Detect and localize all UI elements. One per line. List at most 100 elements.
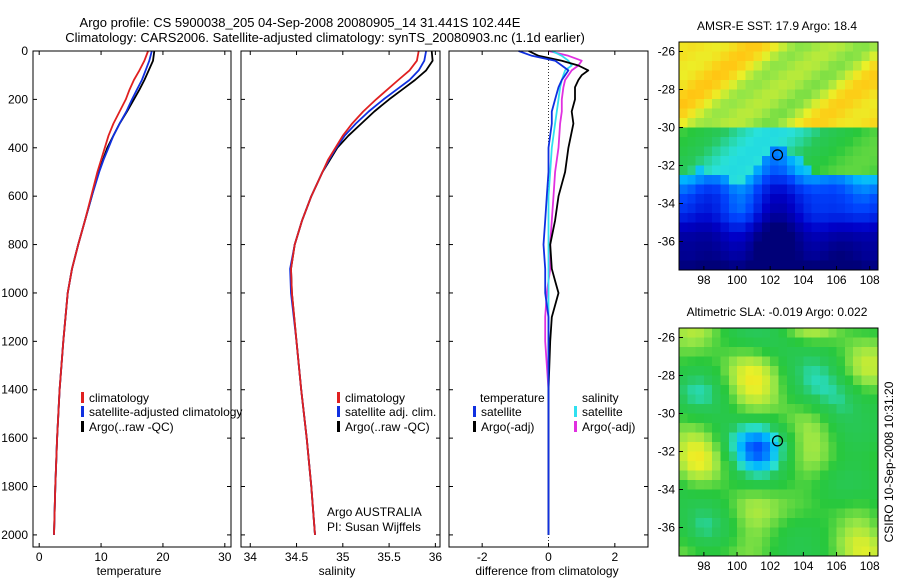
sla-map-cell: [720, 480, 730, 491]
sla-map-cell: [712, 518, 722, 529]
sla-map-cell: [778, 537, 788, 548]
sla-map-cell: [720, 347, 730, 358]
sla-map-cell: [745, 356, 755, 367]
sla-map-cell: [861, 499, 871, 510]
sst-map-cell: [695, 165, 705, 176]
sla-map-cell: [753, 385, 763, 396]
sla-map-cell: [770, 337, 780, 348]
sla-map-cell: [819, 461, 829, 472]
sst-map-cell: [770, 42, 780, 53]
sst-map-cell: [712, 222, 722, 233]
sla-map-cell: [828, 375, 838, 386]
sla-map-cell: [861, 337, 871, 348]
sla-map-cell: [778, 508, 788, 519]
sla-map-cell: [811, 508, 821, 519]
sst-map-cell: [703, 127, 713, 138]
sst-map-cell: [803, 70, 813, 81]
sla-map-cell: [795, 470, 804, 481]
sst-map-cell: [828, 203, 838, 214]
sst-map-cell: [869, 108, 879, 119]
sst-map-cell: [795, 194, 804, 205]
sst-map-cell: [679, 42, 688, 53]
sst-map-cell: [703, 89, 713, 100]
sst-map-cell: [786, 232, 796, 243]
sst-map-cell: [819, 127, 829, 138]
sst-map-cell: [745, 108, 755, 119]
sst-map-cell: [753, 175, 763, 186]
sla-map-cell: [795, 385, 804, 396]
difference-legend-sal-argo-label: Argo(-adj): [582, 420, 635, 434]
sst-map-cell: [720, 194, 730, 205]
sst-map-cell: [811, 194, 821, 205]
sst-map-cell: [720, 165, 730, 176]
sst-map-cell: [836, 80, 846, 91]
sla-map-cell: [712, 413, 722, 424]
sla-map-xtick-label: 100: [727, 559, 747, 573]
sla-map-cell: [778, 470, 788, 481]
sst-map-cell: [720, 175, 730, 186]
sla-map-cell: [687, 470, 697, 481]
sst-map-cell: [737, 127, 746, 138]
sst-map-cell: [819, 89, 829, 100]
sla-map-cell: [803, 480, 813, 491]
sla-map-cell: [795, 546, 804, 557]
sst-map-cell: [869, 127, 879, 138]
sla-map-cell: [745, 508, 755, 519]
sla-map-cell: [761, 537, 771, 548]
sla-map-cell: [679, 356, 688, 367]
sst-map-cell: [811, 61, 821, 72]
sla-map-cell: [703, 394, 713, 405]
sla-map-cell: [828, 518, 838, 529]
sla-map-cell: [753, 442, 763, 453]
sla-argo-location-marker: [771, 435, 784, 447]
sla-map-cell: [770, 366, 780, 377]
sst-map-cell: [770, 175, 780, 186]
sst-map-cell: [861, 127, 871, 138]
sst-map-cell: [844, 213, 854, 224]
sla-map-cell: [803, 499, 813, 510]
sla-map-cell: [753, 489, 763, 500]
sst-map-cell: [728, 51, 738, 62]
sla-map-cell: [745, 442, 755, 453]
sst-map-cell: [795, 260, 804, 271]
sla-map-cell: [687, 385, 697, 396]
sst-map-cell: [770, 70, 780, 81]
sst-map-cell: [703, 99, 713, 110]
sst-map-cell: [861, 175, 871, 186]
sla-map-cell: [828, 527, 838, 538]
sla-map-cell: [687, 489, 697, 500]
sst-map-cell: [778, 241, 788, 252]
sla-map-cell: [786, 337, 796, 348]
sla-map-cell: [811, 546, 821, 557]
sst-map-cell: [737, 222, 746, 233]
sla-map-cell: [795, 404, 804, 415]
sla-map-cell: [861, 394, 871, 405]
sla-map-cell: [853, 442, 863, 453]
sst-map-cell: [761, 251, 771, 262]
sst-map-cell: [778, 137, 788, 148]
sla-map-cell: [770, 375, 780, 386]
sla-map-cell: [679, 404, 688, 415]
sst-map-cell: [836, 70, 846, 81]
sst-map-cell: [828, 175, 838, 186]
sla-map-cell: [861, 546, 871, 557]
sla-map-cell: [720, 413, 730, 424]
sla-map-cell: [770, 356, 780, 367]
sla-map-cell: [712, 461, 722, 472]
sla-map-cell: [861, 537, 871, 548]
sla-map-cell: [703, 527, 713, 538]
sla-map-cell: [778, 385, 788, 396]
sla-map-cell: [712, 337, 722, 348]
sst-map-cell: [811, 42, 821, 53]
sst-map-cell: [703, 118, 713, 129]
sla-map-cell: [728, 489, 738, 500]
sst-map-cell: [869, 42, 879, 53]
sla-map-cell: [687, 442, 697, 453]
sst-map-cell: [819, 70, 829, 81]
sst-map-cell: [703, 241, 713, 252]
sst-map-cell: [828, 137, 838, 148]
sst-map-cell: [728, 241, 738, 252]
sla-map-cell: [811, 480, 821, 491]
sst-map-cell: [753, 232, 763, 243]
sla-map-cell: [836, 489, 846, 500]
